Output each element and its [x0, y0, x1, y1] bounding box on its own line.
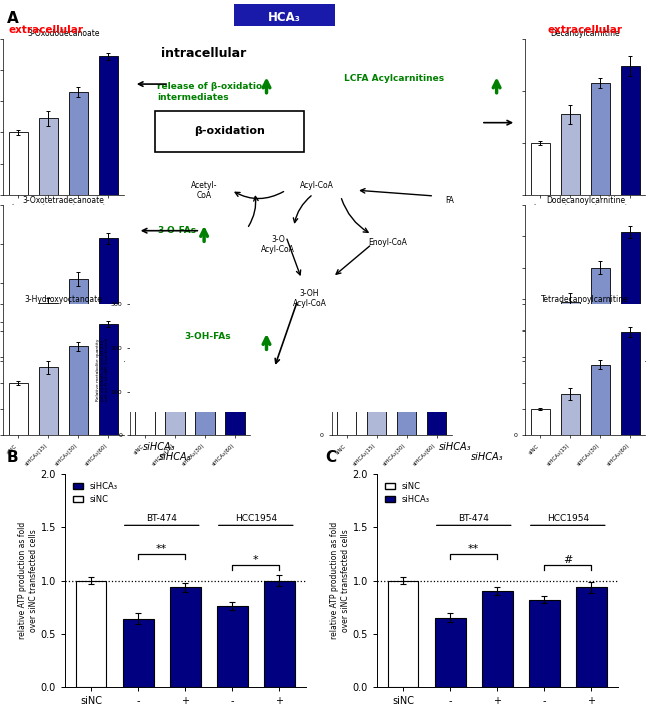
Bar — [482, 591, 513, 687]
Bar — [388, 581, 419, 687]
Text: extracellular: extracellular — [547, 25, 623, 35]
Text: #: # — [563, 554, 573, 564]
Bar — [38, 304, 58, 361]
Bar — [8, 132, 28, 195]
Bar — [397, 372, 417, 435]
Bar — [99, 239, 118, 361]
Bar — [576, 588, 606, 687]
Text: HCC1954: HCC1954 — [547, 514, 589, 523]
Bar — [621, 232, 640, 361]
Text: siHCA₃: siHCA₃ — [439, 442, 471, 452]
Text: C: C — [325, 450, 336, 464]
Text: siHCA₃: siHCA₃ — [159, 452, 192, 462]
Text: extracellular: extracellular — [8, 25, 83, 35]
Title: Tetradecanoylcarnitine: Tetradecanoylcarnitine — [541, 295, 629, 304]
Text: A: A — [6, 11, 18, 25]
Bar — [621, 332, 640, 435]
Bar — [560, 302, 580, 361]
Bar — [38, 118, 58, 195]
Bar — [99, 324, 118, 435]
Y-axis label: Relative metabolite quantity
per metabolic active BT-474
cell as % of siNC trans: Relative metabolite quantity per metabol… — [491, 252, 504, 314]
Title: 3-Oxododecanoate: 3-Oxododecanoate — [27, 29, 99, 38]
Bar — [69, 92, 88, 195]
Text: siHCA₃: siHCA₃ — [471, 452, 504, 462]
Bar — [69, 346, 88, 435]
Text: Acyl-CoA: Acyl-CoA — [300, 181, 334, 190]
Text: 3-O-FAs: 3-O-FAs — [157, 226, 196, 235]
Text: LCFA Acylcarnitines: LCFA Acylcarnitines — [344, 74, 445, 84]
FancyBboxPatch shape — [155, 111, 304, 152]
Text: 3-OH
Acyl-CoA: 3-OH Acyl-CoA — [292, 289, 326, 308]
Bar — [196, 353, 215, 435]
Y-axis label: Relative metabolite quantity
per metabolic active BT-474
cell as % of siNC trans: Relative metabolite quantity per metabol… — [298, 338, 311, 401]
Bar — [529, 600, 560, 687]
Bar — [123, 619, 153, 687]
Text: **: ** — [156, 544, 167, 554]
Bar — [367, 389, 386, 435]
Y-axis label: relative ATP production as fold
over siNC transfected cells: relative ATP production as fold over siN… — [18, 522, 38, 639]
Title: Dodecanoylcarnitine: Dodecanoylcarnitine — [546, 195, 625, 205]
FancyBboxPatch shape — [273, 41, 296, 90]
Bar — [8, 383, 28, 435]
Bar — [99, 57, 118, 195]
Text: 3-O
Acyl-CoA: 3-O Acyl-CoA — [261, 234, 295, 254]
Text: intracellular: intracellular — [161, 47, 246, 60]
Bar — [226, 331, 245, 435]
Text: Acetyl-
CoA: Acetyl- CoA — [191, 181, 217, 200]
Bar — [530, 143, 550, 195]
Bar — [435, 617, 465, 687]
FancyBboxPatch shape — [234, 4, 335, 32]
Text: FA: FA — [445, 196, 454, 205]
Text: 3-OH-FAs: 3-OH-FAs — [185, 332, 231, 341]
Bar — [264, 581, 294, 687]
Text: HCA₃: HCA₃ — [268, 11, 301, 24]
Bar — [530, 409, 550, 435]
Title: 3-Oxotetradecanoate: 3-Oxotetradecanoate — [23, 195, 104, 205]
Text: BT-474: BT-474 — [458, 514, 489, 523]
Bar — [38, 367, 58, 435]
Bar — [69, 280, 88, 361]
Title: 3-Hydroxyoctanoate: 3-Hydroxyoctanoate — [25, 295, 102, 304]
Text: B: B — [6, 450, 18, 464]
Title: Decanoylcarnitine: Decanoylcarnitine — [551, 29, 620, 38]
Bar — [170, 588, 201, 687]
FancyBboxPatch shape — [247, 41, 270, 90]
FancyBboxPatch shape — [326, 41, 349, 90]
Bar — [560, 114, 580, 195]
Bar — [591, 365, 610, 435]
Y-axis label: Relative metabolite quantity
per metabolic active BT-474
cell as % of siNC trans: Relative metabolite quantity per metabol… — [491, 86, 504, 148]
Text: **: ** — [468, 544, 479, 554]
FancyBboxPatch shape — [220, 41, 243, 90]
FancyBboxPatch shape — [300, 41, 322, 90]
Bar — [427, 336, 447, 435]
Bar — [621, 66, 640, 195]
Bar — [135, 392, 155, 435]
Bar — [591, 268, 610, 361]
Bar — [560, 394, 580, 435]
Text: HCC1954: HCC1954 — [235, 514, 277, 523]
Text: siHCA₃: siHCA₃ — [143, 442, 176, 452]
Bar — [337, 403, 356, 435]
Legend: siHCA₃, siNC: siHCA₃, siNC — [69, 479, 120, 508]
Bar — [8, 322, 28, 361]
Title: 3-Hydroxydodecanoate: 3-Hydroxydodecanoate — [347, 295, 436, 304]
Text: Enoyl-CoA: Enoyl-CoA — [368, 239, 407, 247]
Y-axis label: relative ATP production as fold
over siNC transfected cells: relative ATP production as fold over siN… — [330, 522, 350, 639]
Text: β-oxidation: β-oxidation — [194, 126, 265, 136]
Legend: siNC, siHCA₃: siNC, siHCA₃ — [381, 479, 432, 508]
Text: *: * — [253, 554, 259, 564]
Text: release of β-oxidation
intermediates: release of β-oxidation intermediates — [157, 82, 269, 102]
Y-axis label: Relative metabolite quantity
per metabolic active BT-474
cell as % of siNC trans: Relative metabolite quantity per metabol… — [491, 338, 504, 401]
Bar — [165, 385, 185, 435]
Y-axis label: Relative metabolite quantity
per metabolic active BT-474
cell as % of siNC trans: Relative metabolite quantity per metabol… — [96, 338, 109, 401]
Text: BT-474: BT-474 — [146, 514, 177, 523]
Bar — [530, 330, 550, 361]
Bar — [76, 581, 107, 687]
Bar — [591, 83, 610, 195]
Bar — [217, 606, 248, 687]
FancyBboxPatch shape — [126, 23, 524, 416]
Title: 3-Hydroxydecanoate: 3-Hydroxydecanoate — [150, 295, 230, 304]
